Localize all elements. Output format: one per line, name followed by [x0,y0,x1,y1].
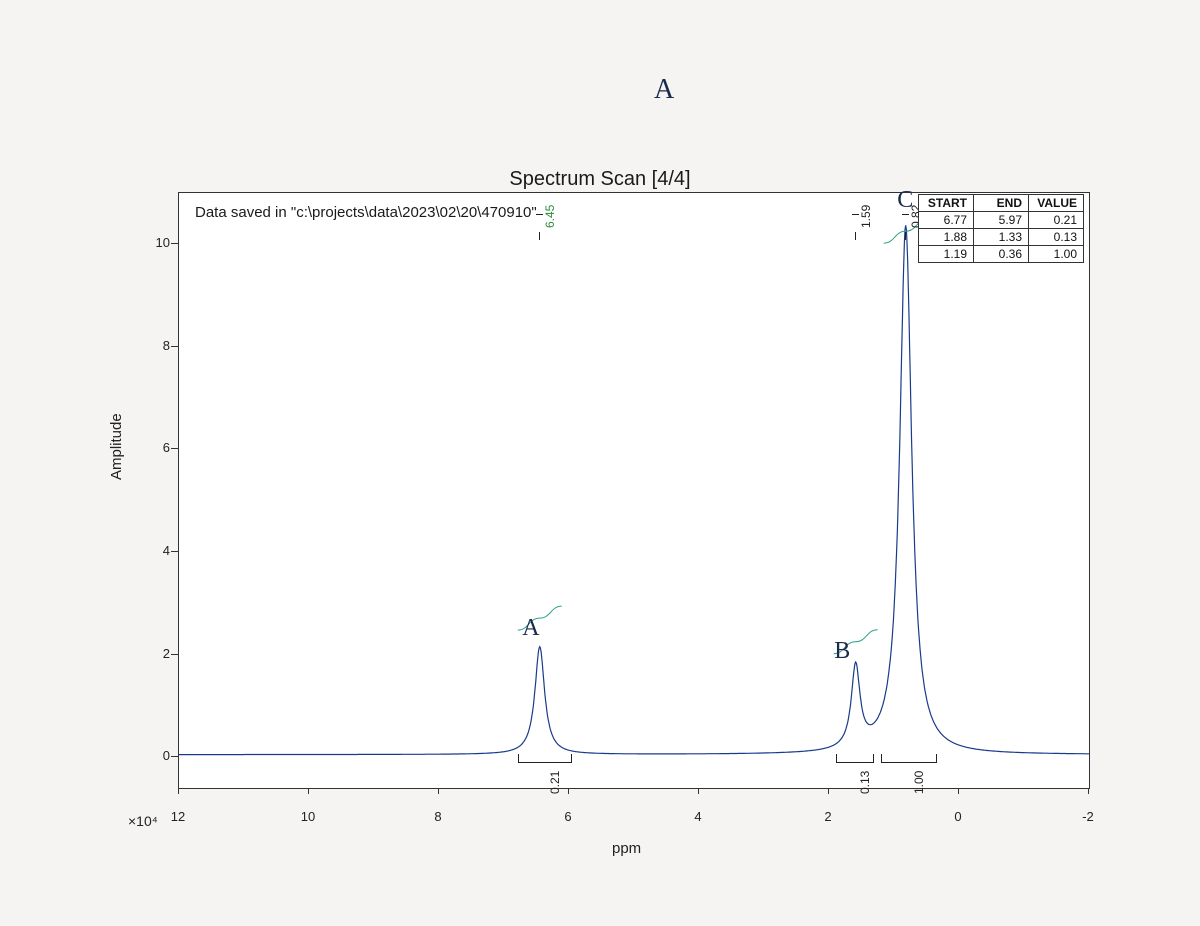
x-tick-label: 2 [813,809,843,824]
x-tick-label: 12 [163,809,193,824]
x-axis-label: ppm [612,840,641,857]
table-row: 6.775.970.21 [919,212,1084,229]
x-tick-label: 6 [553,809,583,824]
y-tick-label: 0 [130,748,170,763]
integral-bracket [518,754,572,763]
y-axis-multiplier: ×10⁴ [128,813,158,829]
y-tick-mark [171,448,178,449]
table-row: 1.190.361.00 [919,246,1084,263]
data-saved-message: Data saved in "c:\projects\data\2023\02\… [195,204,537,221]
table-cell: 0.36 [974,246,1029,263]
table-cell: 0.13 [1029,229,1084,246]
y-axis-label: Amplitude [108,413,125,480]
y-tick-label: 2 [130,646,170,661]
peak-ppm-dropline [905,232,906,240]
table-cell: 6.77 [919,212,974,229]
nmr-spectrum-page: Spectrum Scan [4/4] A Amplitude ppm ×10⁴… [0,0,1200,926]
integral-value-label: 0.13 [858,771,872,794]
table-cell: 1.88 [919,229,974,246]
plot-frame [178,192,1090,789]
handwritten-top-A: A [654,74,674,106]
y-tick-label: 6 [130,440,170,455]
y-tick-label: 10 [130,235,170,250]
integral-value-label: 1.00 [912,771,926,794]
x-tick-label: 10 [293,809,323,824]
peak-ppm-label: 6.45 [543,205,557,228]
integral-value-label: 0.21 [548,771,562,794]
peak-ppm-dash [852,214,859,215]
peak-ppm-dropline [855,232,856,240]
plot-title: Spectrum Scan [4/4] [509,168,690,191]
spectrum-svg [179,193,1089,788]
peak-ppm-dropline [539,232,540,240]
integral-bracket [881,754,937,763]
y-tick-label: 8 [130,338,170,353]
peak-ppm-dash [536,214,543,215]
handwritten-peak-label: B [834,638,850,665]
table-header: VALUE [1029,195,1084,212]
handwritten-peak-label: A [522,615,539,642]
peak-ppm-dash [902,214,909,215]
x-tick-label: 0 [943,809,973,824]
y-tick-label: 4 [130,543,170,558]
y-tick-mark [171,346,178,347]
x-tick-label: 8 [423,809,453,824]
table-cell: 5.97 [974,212,1029,229]
integration-table: STARTENDVALUE 6.775.970.211.881.330.131.… [918,194,1084,263]
table-cell: 1.19 [919,246,974,263]
table-cell: 1.33 [974,229,1029,246]
table-header: END [974,195,1029,212]
table-cell: 1.00 [1029,246,1084,263]
table-cell: 0.21 [1029,212,1084,229]
handwritten-peak-label: C [897,187,913,214]
y-tick-mark [171,243,178,244]
spectrum-trace [179,225,1089,754]
y-tick-mark [171,551,178,552]
table-header: START [919,195,974,212]
integral-bracket [836,754,874,763]
y-tick-mark [171,756,178,757]
y-tick-mark [171,654,178,655]
x-tick-label: 4 [683,809,713,824]
table-row: 1.881.330.13 [919,229,1084,246]
peak-ppm-label: 1.59 [859,205,873,228]
x-tick-label: -2 [1073,809,1103,824]
